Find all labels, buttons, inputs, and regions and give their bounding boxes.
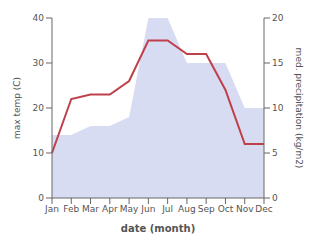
svg-text:0: 0 [38,193,44,203]
svg-text:40: 40 [33,13,45,23]
svg-text:May: May [120,204,139,214]
svg-text:0: 0 [272,193,278,203]
svg-text:Dec: Dec [255,204,272,214]
svg-text:Jun: Jun [140,204,155,214]
svg-text:max temp (C): max temp (C) [12,77,22,139]
svg-text:date (month): date (month) [121,223,195,234]
svg-text:Jul: Jul [161,204,173,214]
svg-text:Feb: Feb [63,204,79,214]
svg-text:med. precipitation (kg/m2): med. precipitation (kg/m2) [294,48,304,169]
svg-text:30: 30 [33,58,45,68]
svg-text:20: 20 [33,103,45,113]
svg-text:15: 15 [272,58,283,68]
svg-text:Sep: Sep [198,204,215,214]
svg-text:Jan: Jan [44,204,59,214]
svg-text:Mar: Mar [82,204,99,214]
svg-text:Oct: Oct [218,204,234,214]
svg-text:10: 10 [33,148,45,158]
svg-text:Aug: Aug [178,204,196,214]
svg-text:5: 5 [272,148,278,158]
svg-text:Apr: Apr [102,204,118,214]
svg-text:20: 20 [272,13,284,23]
svg-text:Nov: Nov [236,204,254,214]
svg-text:10: 10 [272,103,284,113]
